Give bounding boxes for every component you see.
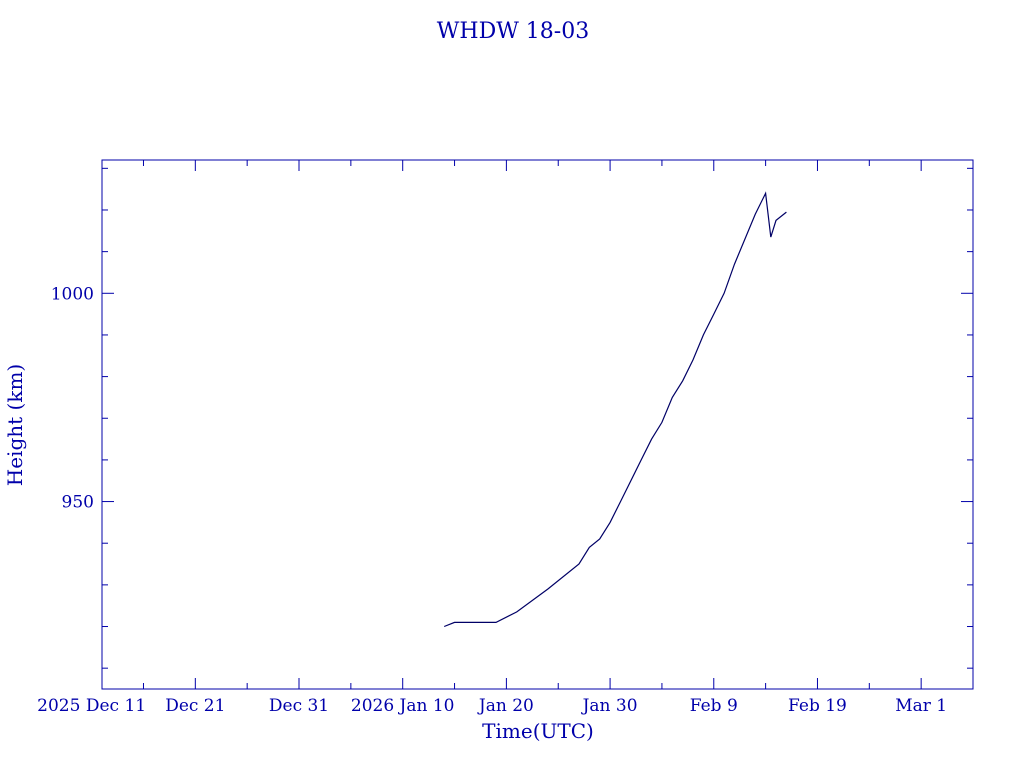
x-tick-label: Dec 21 [165, 696, 225, 716]
x-tick-label: 2026 Jan 10 [351, 696, 455, 716]
x-axis: 2025 Dec 11 Dec 21 Dec 31 2026 Jan 10 Jan 20… [37, 160, 974, 716]
series-line [443, 191, 787, 628]
x-tick-label: 2025 Dec 11 [37, 696, 146, 716]
x-tick-label: Jan 20 [477, 696, 534, 716]
y-tick-label: 950 [62, 493, 94, 513]
x-tick-label: Feb 9 [690, 696, 738, 716]
x-axis-label: Time(UTC) [482, 719, 594, 743]
x-tick-label: Jan 30 [581, 696, 638, 716]
y-tick-label: 1000 [51, 284, 94, 304]
x-tick-label: Dec 31 [269, 696, 329, 716]
y-axis-label: Height (km) [3, 364, 27, 486]
x-tick-label: Feb 19 [788, 696, 847, 716]
chart-title: WHDW 18-03 [437, 19, 589, 44]
y-axis: 950 1000 [51, 167, 973, 669]
plot-frame [101, 159, 974, 690]
x-tick-label: Mar 1 [895, 696, 947, 716]
